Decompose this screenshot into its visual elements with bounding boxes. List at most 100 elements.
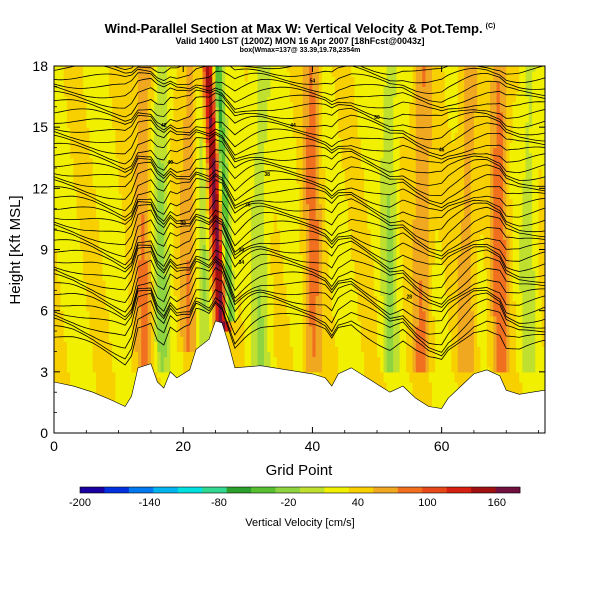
velocity-cell [192, 101, 197, 108]
velocity-cell [57, 285, 62, 291]
velocity-cell [83, 274, 87, 281]
velocity-cell [231, 132, 236, 138]
velocity-cell [121, 178, 126, 184]
velocity-cell [70, 346, 74, 353]
velocity-cell [251, 111, 255, 118]
velocity-cell [267, 188, 272, 195]
velocity-cell [183, 320, 188, 327]
velocity-cell [192, 310, 197, 317]
velocity-cell [247, 147, 252, 154]
velocity-cell [137, 264, 142, 271]
velocity-cell [176, 351, 181, 358]
velocity-cell [183, 71, 188, 77]
velocity-cell [176, 361, 181, 368]
velocity-cell [147, 193, 152, 200]
velocity-cell [257, 96, 262, 103]
velocity-cell [137, 122, 142, 128]
velocity-cell [150, 254, 155, 261]
velocity-cell [66, 254, 71, 261]
velocity-cell [218, 213, 223, 220]
velocity-cell [167, 167, 171, 174]
velocity-cell [128, 325, 133, 332]
velocity-cell [241, 173, 246, 179]
velocity-cell [254, 178, 259, 184]
velocity-cell [154, 351, 158, 358]
velocity-cell [66, 203, 71, 210]
velocity-cell [86, 91, 91, 98]
velocity-cell [221, 218, 226, 225]
velocity-cell [92, 142, 97, 149]
velocity-cell [150, 101, 155, 108]
velocity-cell [150, 183, 155, 189]
velocity-cell [202, 285, 207, 291]
velocity-cell [192, 162, 197, 169]
velocity-cell [147, 122, 152, 128]
velocity-cell [141, 224, 146, 230]
velocity-cell [267, 239, 272, 246]
velocity-cell [112, 244, 116, 251]
velocity-cell [112, 274, 116, 281]
velocity-cell [60, 264, 65, 271]
velocity-cell [147, 351, 152, 358]
velocity-cell [89, 229, 94, 235]
velocity-cell [112, 331, 116, 337]
velocity-cell [225, 213, 230, 220]
velocity-cell [102, 371, 107, 378]
velocity-cell [173, 280, 178, 286]
velocity-cell [134, 213, 139, 220]
velocity-cell [115, 208, 120, 215]
velocity-cell [105, 183, 110, 189]
velocity-cell [257, 152, 262, 159]
velocity-cell [86, 76, 91, 82]
velocity-cell [244, 280, 249, 286]
velocity-cell [60, 106, 65, 113]
velocity-cell [205, 96, 210, 103]
velocity-cell [196, 167, 200, 174]
velocity-cell [196, 193, 200, 200]
velocity-cell [141, 203, 146, 210]
velocity-cell [86, 147, 91, 154]
velocity-cell [79, 218, 84, 225]
velocity-cell [186, 213, 191, 220]
velocity-cell [60, 81, 65, 87]
velocity-cell [173, 193, 178, 200]
velocity-cell [102, 254, 107, 261]
velocity-cell [160, 132, 165, 138]
velocity-cell [221, 101, 226, 108]
velocity-cell [92, 218, 97, 225]
velocity-cell [99, 346, 104, 353]
velocity-cell [176, 66, 181, 72]
velocity-cell [260, 218, 265, 225]
velocity-cell [183, 234, 188, 240]
velocity-cell [189, 86, 194, 93]
velocity-cell [112, 264, 116, 271]
velocity-cell [267, 208, 272, 215]
velocity-cell [144, 178, 149, 184]
velocity-cell [108, 178, 113, 184]
velocity-cell [70, 239, 74, 246]
velocity-cell [260, 346, 265, 353]
velocity-cell [170, 290, 175, 296]
velocity-cell [73, 127, 78, 133]
velocity-cell [134, 285, 139, 291]
velocity-cell [147, 305, 152, 312]
velocity-cell [218, 264, 223, 271]
velocity-cell [108, 392, 113, 398]
velocity-cell [263, 91, 268, 98]
velocity-cell [105, 382, 110, 388]
velocity-cell [173, 366, 178, 373]
velocity-cell [179, 127, 184, 133]
velocity-cell [225, 193, 230, 200]
velocity-cell [157, 336, 162, 342]
velocity-cell [73, 310, 78, 317]
velocity-cell [108, 300, 113, 307]
velocity-cell [121, 96, 126, 103]
velocity-cell [89, 264, 94, 271]
velocity-cell [121, 86, 126, 93]
velocity-cell [131, 244, 136, 251]
velocity-cell [118, 162, 123, 169]
velocity-cell [267, 86, 272, 93]
velocity-cell [176, 111, 181, 118]
velocity-cell [92, 280, 97, 286]
velocity-cell [244, 101, 249, 108]
